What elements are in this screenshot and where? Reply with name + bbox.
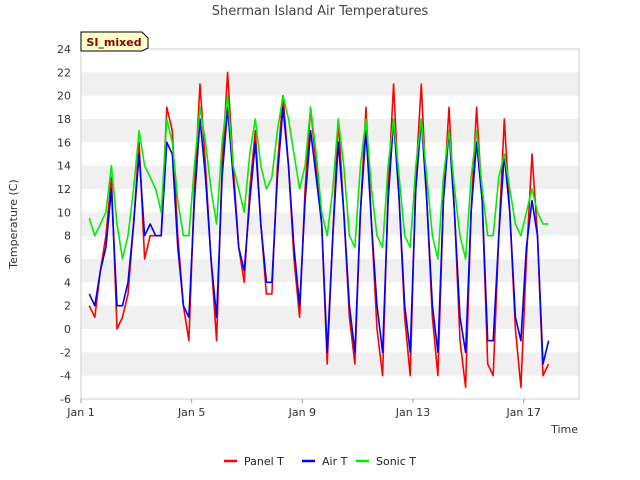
x-tick-label: Jan 1	[66, 406, 94, 419]
legend-label: Air T	[322, 455, 348, 468]
series-line-2	[88, 94, 549, 260]
y-tick-label: 6	[64, 253, 71, 266]
plot-frame	[80, 48, 580, 400]
grid-band	[81, 259, 579, 283]
y-tick-label: 0	[64, 323, 71, 336]
y-tick-label: 12	[57, 183, 71, 196]
y-tick-label: -2	[60, 346, 71, 359]
y-tick-label: 10	[57, 206, 71, 219]
x-tick-label: Jan 13	[395, 406, 430, 419]
badge-shape	[80, 31, 149, 52]
x-tick-label: Jan 5	[177, 406, 205, 419]
series-lines	[88, 71, 550, 389]
y-axis-title: Temperature (C)	[7, 179, 20, 269]
x-axis: Jan 1 Jan 5 Jan 9 Jan 13 Jan 17	[66, 399, 541, 419]
x-tick-label: Jan 9	[288, 406, 316, 419]
grid-band	[81, 352, 579, 376]
legend-label: Sonic T	[376, 455, 416, 468]
y-tick-label: 14	[57, 160, 71, 173]
grid-band	[81, 119, 579, 143]
chart-title: Sherman Island Air Temperatures	[212, 4, 429, 19]
y-tick-label: 16	[57, 136, 71, 149]
y-tick-label: -6	[60, 393, 71, 406]
x-axis-title: Time	[550, 423, 578, 436]
x-tick-label: Jan 17	[505, 406, 540, 419]
y-tick-label: 2	[64, 300, 71, 313]
y-tick-label: 18	[57, 113, 71, 126]
grid-band	[81, 72, 579, 96]
y-tick-label: 4	[64, 276, 71, 289]
y-tick-label: 20	[57, 90, 71, 103]
legend: Panel T Air T Sonic T	[224, 455, 416, 468]
y-tick-label: 24	[57, 43, 71, 56]
y-tick-label: 22	[57, 66, 71, 79]
legend-label: Panel T	[244, 455, 284, 468]
badge: SI_mixed	[80, 31, 149, 52]
series-line-1	[88, 106, 550, 365]
y-tick-label: 8	[64, 230, 71, 243]
grid-band	[81, 165, 579, 189]
badge-label: SI_mixed	[86, 36, 141, 49]
y-tick-label: -4	[60, 370, 71, 383]
grid-bands	[81, 72, 579, 376]
